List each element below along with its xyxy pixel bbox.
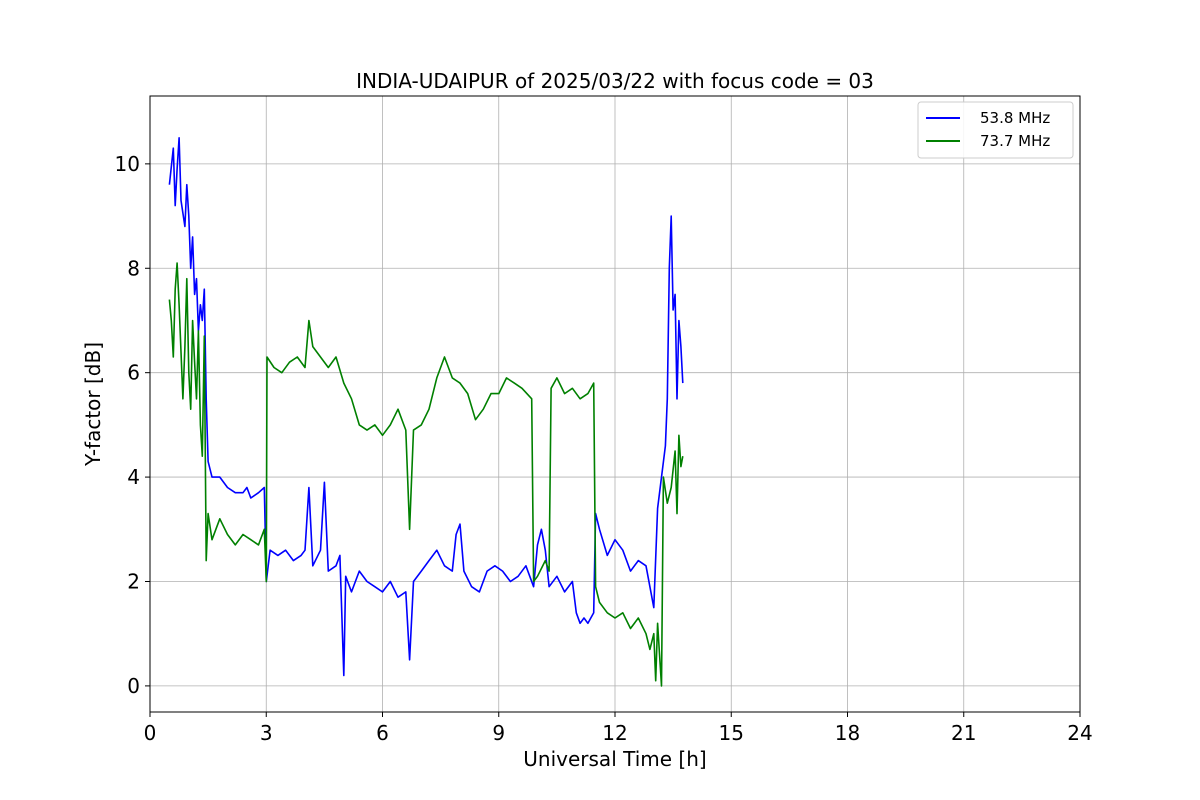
x-tick-label: 12: [602, 721, 627, 745]
legend: 53.8 MHz 73.7 MHz: [917, 101, 1074, 159]
legend-label: 73.7 MHz: [980, 132, 1050, 150]
legend-label: 53.8 MHz: [980, 109, 1050, 127]
y-tick-label: 0: [127, 674, 140, 698]
y-tick-label: 6: [127, 361, 140, 385]
x-tick-label: 21: [951, 721, 976, 745]
x-tick-label: 18: [835, 721, 860, 745]
x-tick-label: 3: [260, 721, 273, 745]
series-line-1: [168, 137, 684, 677]
x-tick-label: 15: [719, 721, 744, 745]
x-tick-label: 0: [144, 721, 157, 745]
series-line-2: [168, 262, 684, 687]
x-tick-label: 9: [492, 721, 505, 745]
y-tick-label: 4: [127, 465, 140, 489]
x-axis: 0 3 6 9 12 15 18 21 24: [144, 712, 1093, 745]
y-axis: 0 2 4 6 8 10: [115, 152, 150, 698]
y-tick-label: 10: [115, 152, 140, 176]
x-axis-label: Universal Time [h]: [523, 747, 706, 771]
chart-title: INDIA-UDAIPUR of 2025/03/22 with focus c…: [356, 69, 874, 93]
series-layer: [168, 137, 684, 687]
x-tick-label: 24: [1067, 721, 1092, 745]
y-axis-label: Y-factor [dB]: [81, 342, 105, 467]
y-tick-label: 8: [127, 256, 140, 280]
legend-box: [917, 101, 1074, 159]
y-tick-label: 2: [127, 569, 140, 593]
x-tick-label: 6: [376, 721, 389, 745]
